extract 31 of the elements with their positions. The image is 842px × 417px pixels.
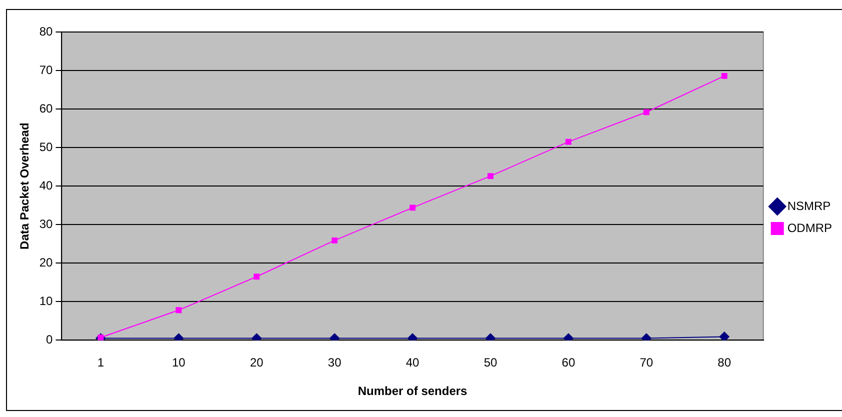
point bbox=[176, 307, 182, 314]
y-tick-label: 40 bbox=[39, 178, 54, 192]
y-tick-label: 70 bbox=[39, 62, 54, 77]
point bbox=[719, 332, 730, 340]
y-axis-title: Data Packet Overhead bbox=[18, 122, 32, 250]
x-axis-title: Number of senders bbox=[358, 384, 468, 398]
x-tick-label: 30 bbox=[328, 356, 342, 370]
x-tick-label: 60 bbox=[562, 356, 576, 370]
y-tick-label: 30 bbox=[39, 216, 54, 231]
point bbox=[410, 204, 416, 211]
y-tick-label: 80 bbox=[39, 24, 54, 38]
point bbox=[721, 72, 728, 79]
x-tick-label: 10 bbox=[172, 356, 186, 370]
x-tick-label: 50 bbox=[484, 356, 498, 370]
y-tick-label: 50 bbox=[39, 140, 54, 154]
legend-label: ODMRP bbox=[787, 220, 832, 235]
x-tick-label: 1 bbox=[97, 356, 104, 370]
legend-label: NSMRP bbox=[787, 198, 831, 213]
y-tick-label: 20 bbox=[39, 255, 54, 270]
x-tick-label: 20 bbox=[250, 356, 264, 370]
x-tick-label: 70 bbox=[640, 356, 654, 370]
y-tick-label: 10 bbox=[39, 294, 54, 308]
point bbox=[332, 237, 338, 244]
point bbox=[254, 274, 260, 280]
point bbox=[643, 109, 650, 116]
y-tick-label: 60 bbox=[39, 101, 54, 116]
x-tick-label: 40 bbox=[406, 356, 420, 370]
point bbox=[565, 138, 572, 145]
y-tick-label: 0 bbox=[46, 332, 54, 347]
point bbox=[488, 173, 494, 180]
x-tick-label: 80 bbox=[718, 356, 732, 370]
